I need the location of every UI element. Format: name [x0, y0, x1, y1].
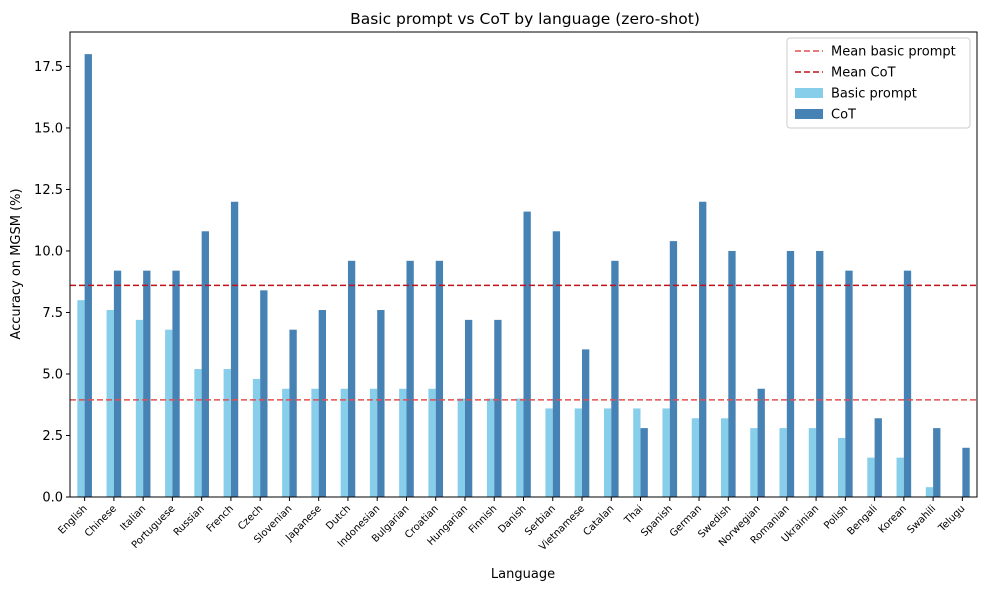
y-tick-label: 12.5: [34, 183, 63, 198]
bar-basic-prompt: [194, 369, 202, 497]
bar-basic-prompt: [369, 388, 378, 497]
bar-basic-prompt: [545, 408, 553, 497]
bar-cot: [669, 241, 678, 497]
bar-cot: [435, 260, 444, 497]
x-tick-label: Chinese: [83, 503, 119, 539]
bar-cot: [494, 319, 502, 497]
x-tick-label: Telugu: [936, 503, 967, 534]
chart-title: Basic prompt vs CoT by language (zero-sh…: [350, 10, 700, 28]
bar-cot: [962, 447, 970, 497]
y-tick-label: 10.0: [34, 244, 63, 259]
bar-cot: [318, 310, 326, 497]
bar-cot: [113, 270, 122, 497]
bar-cot: [816, 250, 824, 497]
legend-color-swatch: [795, 109, 823, 119]
bar-basic-prompt: [574, 408, 583, 497]
y-tick-label: 0.0: [42, 491, 63, 506]
bar-cot: [377, 310, 385, 497]
x-tick-label: Polish: [822, 503, 850, 531]
bar-cot: [699, 201, 707, 497]
bar-cot: [757, 388, 765, 497]
plot-frame: [69, 31, 978, 498]
bar-cot: [523, 211, 531, 497]
y-tick-label: 2.5: [42, 429, 63, 444]
x-tick-label: Catalan: [581, 503, 616, 538]
x-axis-label: Language: [491, 567, 555, 582]
bar-cot: [84, 54, 92, 497]
bar-basic-prompt: [457, 398, 465, 497]
bar-basic-prompt: [838, 437, 846, 497]
bar-cot: [933, 428, 941, 497]
legend-label: Mean CoT: [831, 66, 896, 81]
bar-cot: [640, 428, 648, 497]
bar-basic-prompt: [486, 398, 495, 497]
legend-box: [786, 37, 971, 129]
bar-basic-prompt: [428, 388, 436, 497]
legend-label: Mean basic prompt: [831, 45, 956, 60]
bar-basic-prompt: [720, 418, 729, 497]
bar-cot: [464, 319, 473, 497]
bar-basic-prompt: [925, 487, 934, 497]
bar-cot: [786, 250, 795, 497]
bar-basic-prompt: [808, 428, 817, 497]
bar-basic-prompt: [252, 378, 261, 497]
y-axis-label: Accuracy on MGSM (%): [9, 188, 24, 339]
bar-cot: [406, 260, 414, 497]
legend: Mean basic prompt Mean CoT Basic prompt CoT: [786, 37, 971, 129]
bar-cot: [611, 260, 619, 497]
bar-cot: [347, 260, 356, 497]
bar-basic-prompt: [779, 428, 787, 497]
bar-cot: [201, 231, 209, 498]
bar-cot: [230, 201, 239, 497]
bar-basic-prompt: [867, 457, 875, 497]
bar-basic-prompt: [633, 408, 641, 497]
x-tick-label: Swahili: [905, 503, 938, 536]
bar-basic-prompt: [77, 300, 85, 497]
bar-cot: [903, 270, 912, 497]
x-tick-label: French: [205, 503, 236, 534]
bar-basic-prompt: [603, 408, 612, 497]
y-tick-label: 15.0: [34, 121, 63, 136]
bar-basic-prompt: [399, 388, 407, 497]
legend-color-swatch: [795, 88, 823, 98]
bar-cot: [260, 290, 268, 497]
bar-cot: [289, 329, 297, 497]
bar-cot: [845, 270, 853, 497]
y-tick-label: 7.5: [42, 306, 63, 321]
bar-basic-prompt: [282, 388, 290, 497]
bar-basic-prompt: [691, 418, 700, 497]
x-tick-label: Bengali: [846, 503, 880, 537]
y-tick-label: 17.5: [34, 60, 63, 75]
x-tick-label: Thai: [622, 503, 646, 527]
bar-basic-prompt: [106, 310, 114, 497]
bar-cot: [552, 231, 561, 498]
y-tick-label: 5.0: [42, 367, 63, 382]
bar-basic-prompt: [516, 398, 524, 497]
bar-cot: [874, 418, 882, 497]
bar-basic-prompt: [662, 408, 670, 497]
x-tick-label: Finnish: [467, 503, 499, 535]
bar-basic-prompt: [223, 369, 231, 497]
legend-label: CoT: [831, 108, 856, 123]
x-tick-label: Russian: [172, 503, 207, 538]
bar-basic-prompt: [311, 388, 319, 497]
bar-basic-prompt: [340, 388, 348, 497]
bar-cot: [728, 250, 736, 497]
bar-basic-prompt: [750, 428, 758, 497]
bar-basic-prompt: [135, 319, 144, 497]
bar-basic-prompt: [896, 457, 904, 497]
bar-cot: [172, 270, 180, 497]
bar-basic-prompt: [165, 329, 173, 497]
bar-cot: [582, 349, 590, 497]
x-tick-label: Korean: [877, 503, 909, 535]
bar-cot: [143, 270, 151, 497]
legend-label: Basic prompt: [831, 87, 917, 102]
